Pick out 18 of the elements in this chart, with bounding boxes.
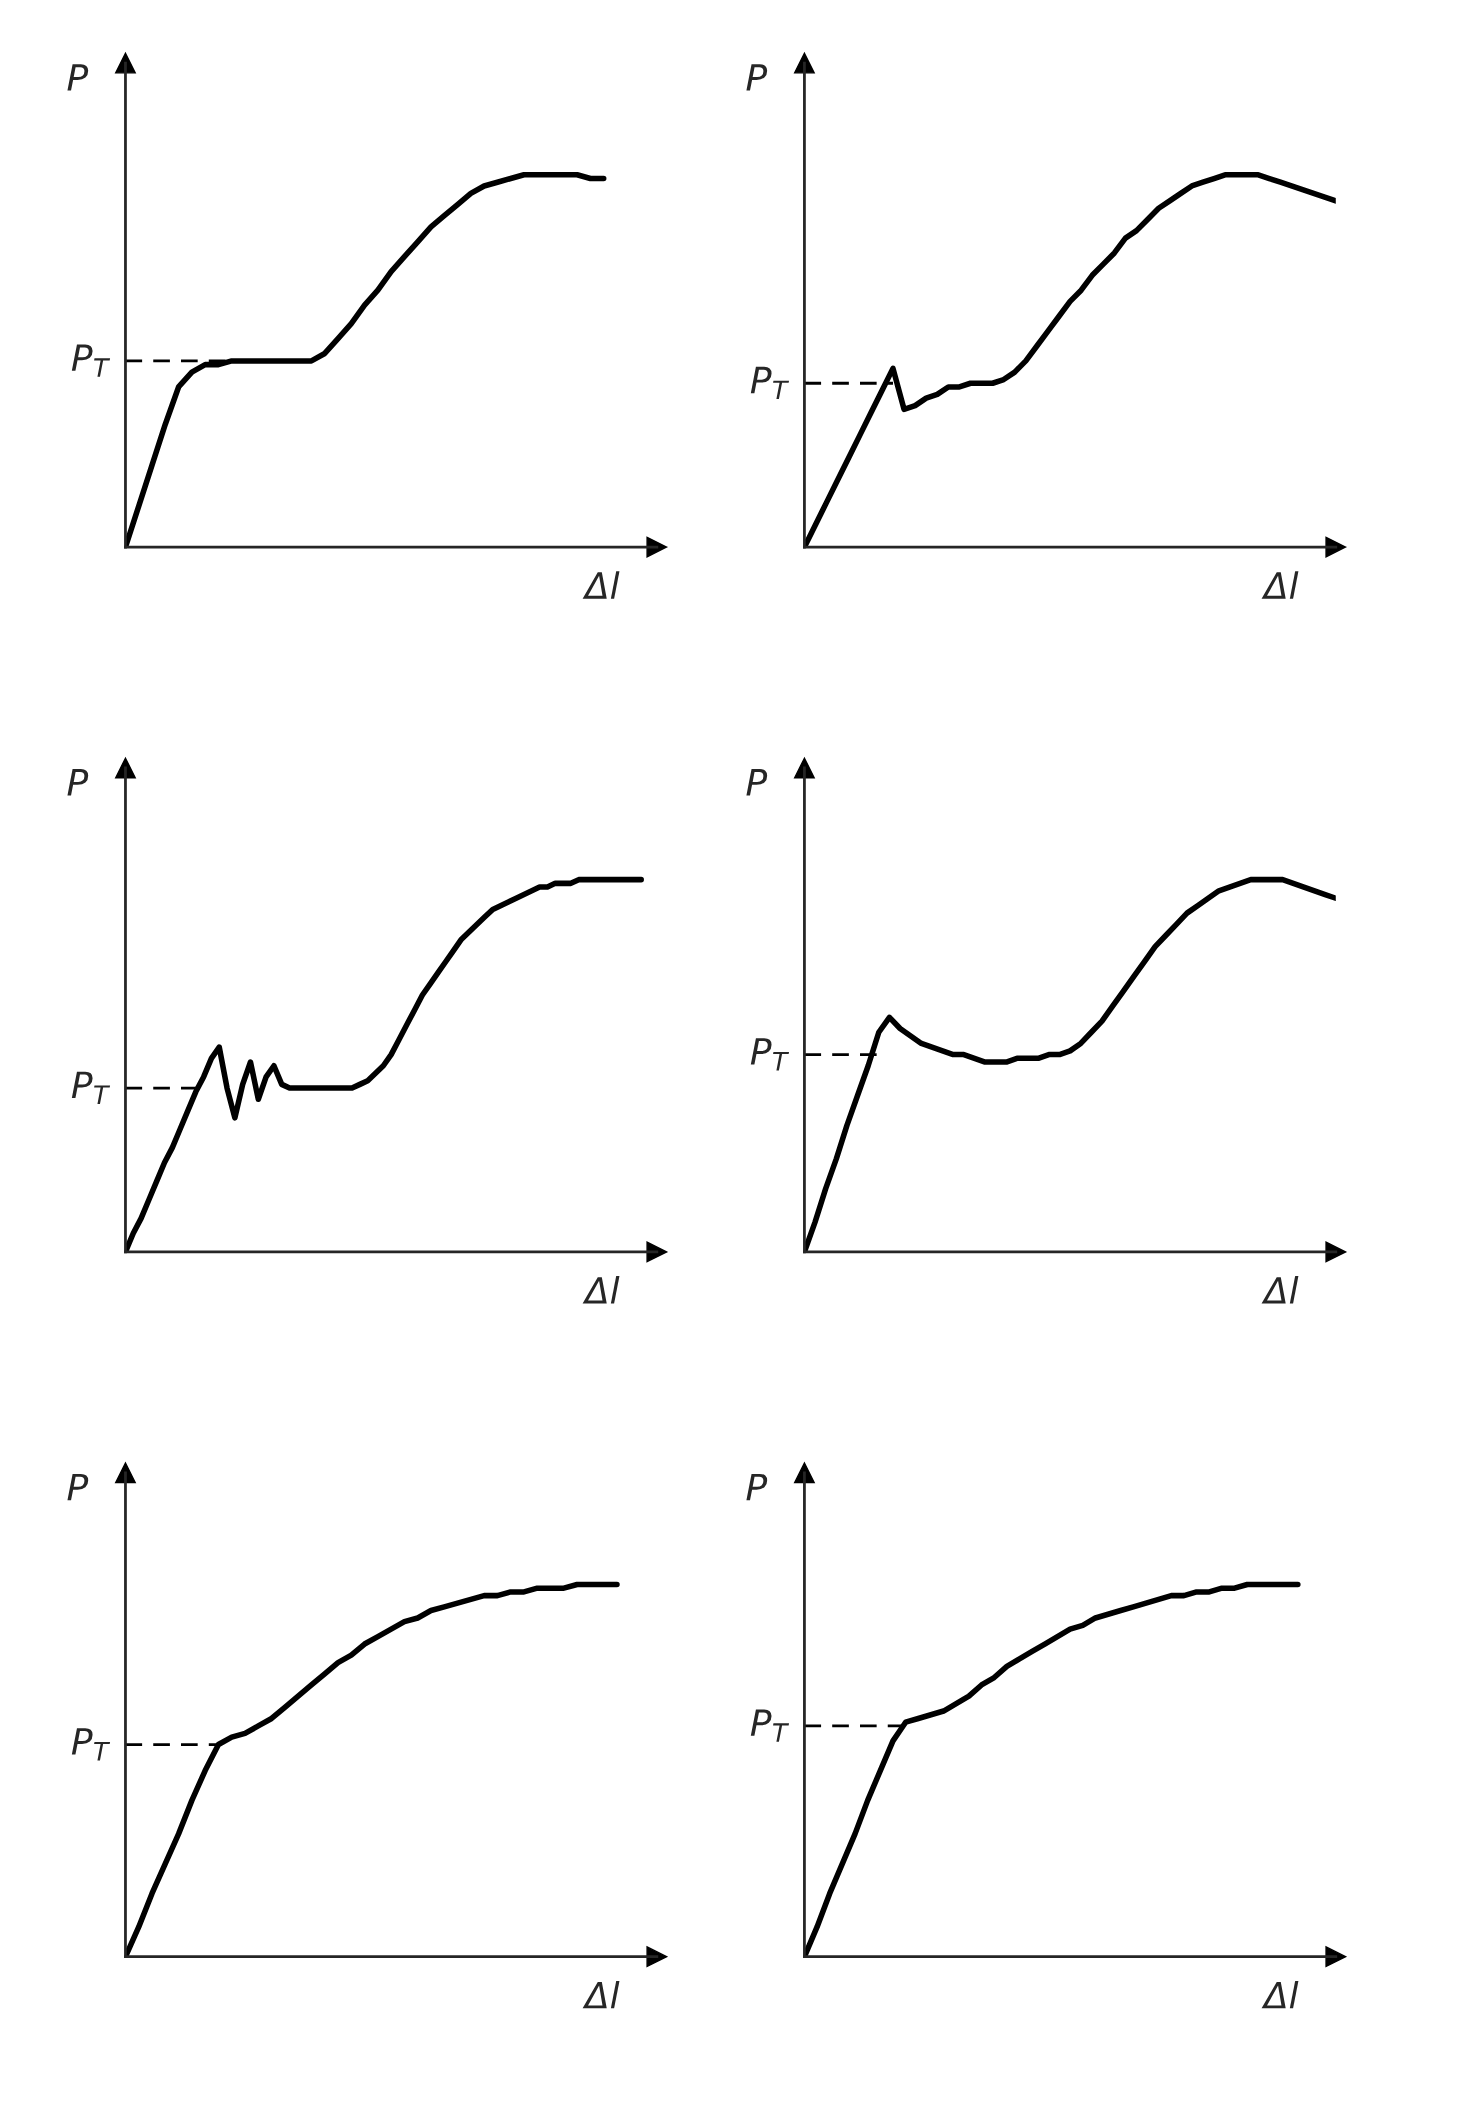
x-axis-title: Δl (582, 571, 620, 599)
x-axis-title: Δl (1261, 571, 1299, 599)
x-axis-title: Δl (582, 1980, 620, 2009)
ref-line-label: P$_{T}$ (750, 1038, 790, 1071)
y-axis-title: P (67, 64, 89, 91)
x-axis-title: Δl (1261, 1276, 1299, 1304)
y-axis-title: P (746, 769, 768, 796)
ref-line-label: P$_{T}$ (71, 1071, 111, 1104)
ref-line-label: P$_{T}$ (750, 366, 790, 400)
ref-line-label: P$_{T}$ (750, 1709, 790, 1742)
y-axis-title: P (67, 1473, 89, 1501)
y-axis-title: P (746, 1473, 768, 1501)
ref-line-label: P$_{T}$ (71, 1728, 111, 1761)
ref-line-label: P$_{T}$ (71, 344, 111, 377)
y-axis-title: P (67, 769, 89, 796)
y-axis-title: P (746, 64, 768, 91)
x-axis-title: Δl (1261, 1980, 1299, 2009)
x-axis-title: Δl (582, 1276, 620, 1304)
